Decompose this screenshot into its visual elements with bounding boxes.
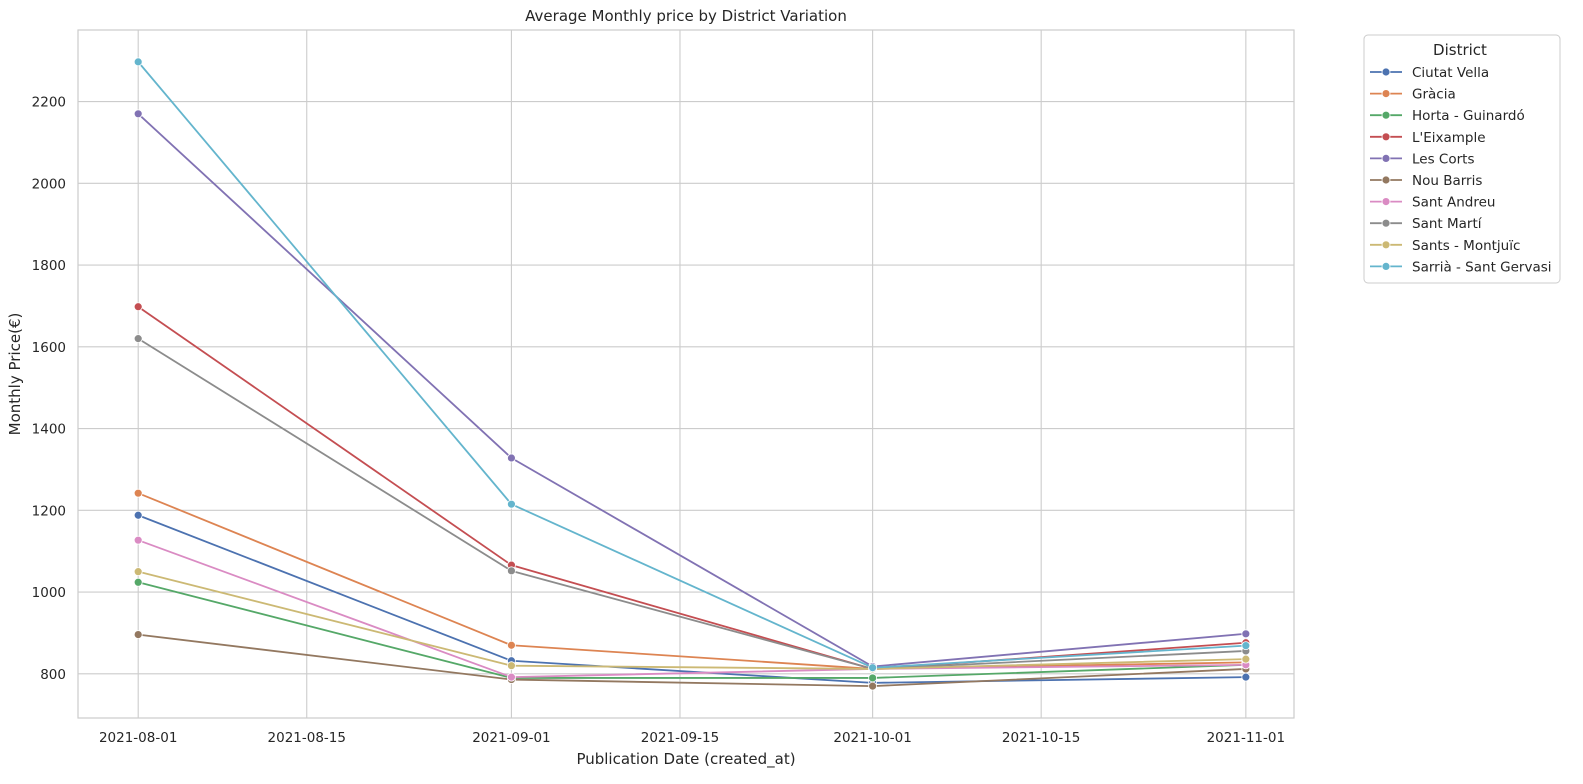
data-point xyxy=(507,566,516,576)
y-axis-label: Monthly Price(€) xyxy=(6,313,24,436)
legend-item: Sant Martí xyxy=(1370,216,1483,232)
legend-marker xyxy=(1381,197,1391,207)
series-lines xyxy=(133,57,1251,691)
x-tick-label: 2021-10-01 xyxy=(833,730,911,746)
data-point xyxy=(1241,672,1251,682)
legend-marker xyxy=(1381,175,1391,185)
legend-items: Ciutat Vella Gràcia Horta - Guinardó L'Eixa… xyxy=(1370,65,1552,275)
legend-marker xyxy=(1381,132,1391,142)
y-tick-label: 1600 xyxy=(32,340,66,356)
legend-marker xyxy=(1381,110,1391,120)
legend-marker xyxy=(1381,261,1391,271)
series-line xyxy=(137,492,1246,670)
series-line xyxy=(137,337,1246,670)
legend-item: Sants - Montjuïc xyxy=(1370,238,1520,254)
data-point xyxy=(507,453,516,463)
legend-title: District xyxy=(1433,41,1487,59)
x-tick-label: 2021-08-15 xyxy=(268,730,346,746)
y-tick-label: 800 xyxy=(40,667,66,683)
data-point xyxy=(507,672,516,682)
data-point xyxy=(1241,629,1251,639)
legend: District Ciutat Vella Gràcia Horta - Guina… xyxy=(1363,34,1561,284)
legend-item: Les Corts xyxy=(1370,151,1474,167)
legend-marker xyxy=(1381,240,1391,250)
y-tick-label: 1800 xyxy=(32,258,66,274)
data-point xyxy=(1241,654,1251,664)
data-point xyxy=(133,535,143,545)
legend-label: Ciutat Vella xyxy=(1412,65,1489,81)
legend-label: L'Eixample xyxy=(1412,130,1486,146)
y-tick-label: 1400 xyxy=(32,422,66,438)
legend-marker xyxy=(1381,67,1391,77)
legend-label: Gràcia xyxy=(1412,87,1456,103)
legend-item: Horta - Guinardó xyxy=(1370,108,1525,124)
legend-label: Sarrià - Sant Gervasi xyxy=(1412,259,1552,275)
legend-label: Les Corts xyxy=(1412,151,1474,167)
series-line xyxy=(137,61,1246,669)
x-tick-label: 2021-11-01 xyxy=(1207,730,1285,746)
legend-marker xyxy=(1381,218,1391,228)
data-point xyxy=(868,663,878,673)
data-point xyxy=(133,630,143,640)
chart-title: Average Monthly price by District Variat… xyxy=(525,7,847,25)
series-line xyxy=(138,633,1246,688)
legend-item: Sant Andreu xyxy=(1370,195,1495,211)
legend-item: Nou Barris xyxy=(1370,173,1482,189)
plot-background xyxy=(78,30,1294,718)
legend-marker xyxy=(1381,153,1391,163)
y-tick-label: 2200 xyxy=(32,95,66,111)
y-tick-label: 1200 xyxy=(32,503,66,519)
legend-label: Sant Andreu xyxy=(1412,195,1495,211)
data-point xyxy=(507,499,516,509)
series-line xyxy=(137,539,1246,679)
series-line xyxy=(137,570,1246,670)
data-point xyxy=(133,567,143,577)
series-9 xyxy=(133,57,1251,673)
legend-label: Nou Barris xyxy=(1412,173,1482,189)
legend-frame xyxy=(1363,34,1561,284)
legend-item: Sarrià - Sant Gervasi xyxy=(1370,259,1552,275)
y-axis-ticks: 800 1000 1200 1400 1600 1800 2000 2200 xyxy=(32,95,66,683)
x-tick-label: 2021-09-01 xyxy=(472,730,550,746)
y-tick-label: 1000 xyxy=(32,585,66,601)
data-point xyxy=(507,640,516,650)
legend-item: L'Eixample xyxy=(1370,130,1486,146)
x-tick-label: 2021-08-01 xyxy=(99,730,177,746)
data-point xyxy=(868,673,878,683)
data-point xyxy=(1241,641,1251,651)
data-point xyxy=(133,510,143,520)
data-point xyxy=(133,577,143,587)
legend-label: Sants - Montjuïc xyxy=(1412,238,1520,254)
series-line xyxy=(137,113,1246,668)
data-point xyxy=(133,334,143,344)
data-point xyxy=(507,661,516,671)
legend-item: Ciutat Vella xyxy=(1370,65,1489,81)
legend-label: Horta - Guinardó xyxy=(1412,108,1525,124)
series-line xyxy=(137,514,1246,684)
x-tick-label: 2021-10-15 xyxy=(1002,730,1080,746)
y-tick-label: 2000 xyxy=(32,176,66,192)
legend-label: Sant Martí xyxy=(1412,216,1483,232)
data-point xyxy=(133,488,143,498)
x-axis-label: Publication Date (created_at) xyxy=(576,750,795,769)
x-tick-label: 2021-09-15 xyxy=(641,730,719,746)
series-line xyxy=(137,581,1246,679)
data-point xyxy=(868,681,878,691)
legend-marker xyxy=(1381,89,1391,98)
data-point xyxy=(133,57,143,67)
legend-item: Gràcia xyxy=(1370,87,1456,103)
plot-frame xyxy=(77,29,1295,719)
x-axis-ticks: 2021-08-01 2021-08-15 2021-09-01 2021-09-15… xyxy=(99,730,1285,746)
data-point xyxy=(133,109,143,119)
data-point xyxy=(133,302,143,312)
